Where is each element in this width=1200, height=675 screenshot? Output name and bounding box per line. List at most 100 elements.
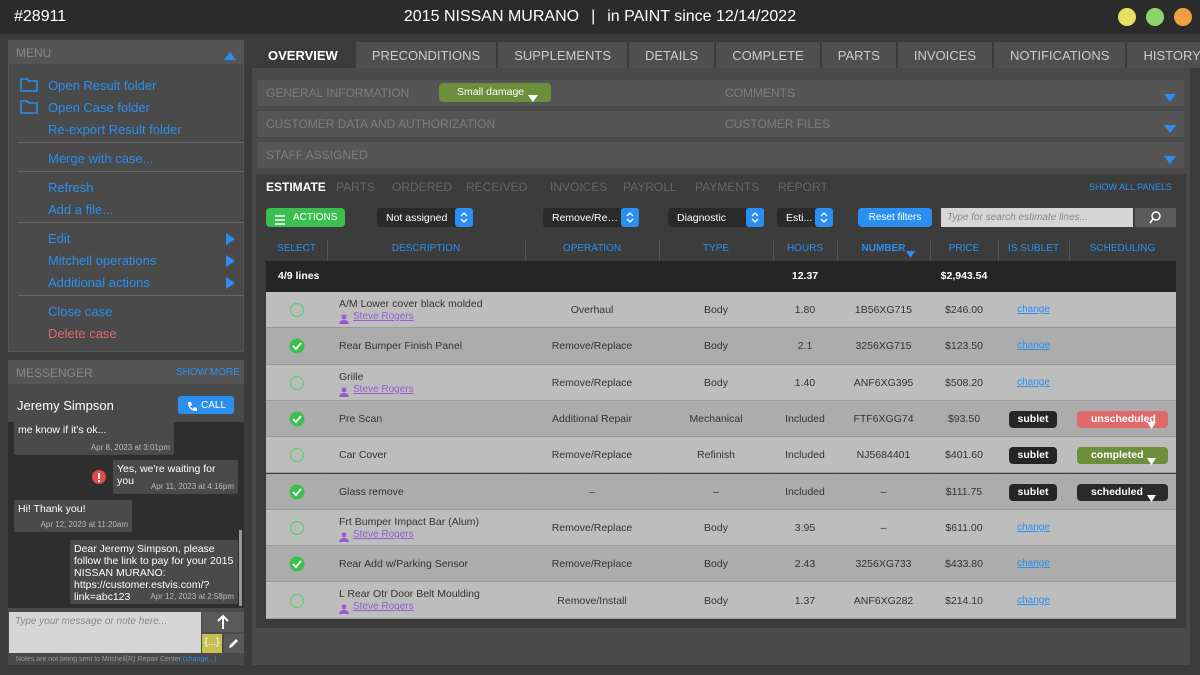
price: $123.50 [945, 340, 983, 353]
folder-icon-svg [20, 78, 38, 92]
tab[interactable]: PARTS [821, 42, 896, 68]
scheduling-badge[interactable]: scheduled [1077, 483, 1168, 501]
template-button[interactable]: {...} [202, 634, 222, 653]
tab[interactable]: NOTIFICATIONS [994, 42, 1126, 68]
price: $93.50 [947, 413, 981, 426]
type: Body [704, 558, 728, 571]
sublet-badge[interactable]: sublet [1009, 483, 1057, 501]
message-placeholder: Type your message or note here... [15, 616, 168, 627]
assigned-user[interactable]: Steve Rogers [353, 601, 414, 613]
tab[interactable]: OVERVIEW [252, 42, 354, 68]
menu-item[interactable]: Merge with case... [48, 151, 154, 166]
sublet-link[interactable]: change [1017, 558, 1050, 570]
tab[interactable]: PRECONDITIONS [355, 42, 497, 68]
select-checkbox[interactable] [289, 520, 305, 541]
assigned-user[interactable]: Steve Rogers [353, 311, 414, 322]
menu-item[interactable]: Re-export Result folder [48, 122, 182, 137]
select-checkbox[interactable] [289, 302, 305, 323]
select-checkbox[interactable] [289, 375, 305, 396]
estimate-row[interactable] [266, 328, 1176, 365]
estimate-subtab[interactable]: RECEIVED [466, 180, 528, 194]
menu-item[interactable]: Refresh [48, 180, 94, 195]
select-checkbox[interactable] [289, 593, 305, 614]
scheduling-badge[interactable]: completed [1077, 447, 1168, 465]
panel-row[interactable] [258, 111, 1184, 137]
column-header[interactable]: OPERATION [562, 243, 622, 254]
dropdown-caret-svg [1147, 494, 1156, 502]
menu-item[interactable]: Open Result folder [48, 78, 157, 93]
show-more[interactable]: SHOW MORE [176, 367, 240, 378]
column-header[interactable]: HOURS [786, 243, 824, 254]
sublet-link[interactable]: change [1017, 521, 1050, 533]
type: – [713, 485, 719, 498]
message-input[interactable]: Type your message or note here... [9, 612, 201, 653]
select-checkbox[interactable] [289, 556, 305, 577]
collapse-icon-svg [224, 52, 236, 60]
user-icon-svg [339, 604, 349, 615]
select-checkbox[interactable] [289, 338, 305, 359]
estimate-subtab[interactable]: PAYMENTS [695, 180, 760, 194]
menu-item[interactable]: Mitchell operations [48, 253, 157, 268]
sublet-link[interactable]: change [1017, 594, 1050, 606]
estimate-subtab[interactable]: INVOICES [550, 180, 608, 194]
actions-icon [275, 212, 285, 230]
column-header[interactable]: SCHEDULING [1089, 243, 1156, 254]
menu-item[interactable]: Add a file... [48, 202, 114, 217]
estimate-subtab[interactable]: PARTS [336, 180, 375, 194]
actions-button[interactable]: ACTIONS [266, 208, 345, 227]
sublet-link[interactable]: change [1017, 304, 1050, 316]
estimate-row[interactable] [266, 546, 1176, 583]
assigned-user[interactable]: Steve Rogers [353, 528, 414, 540]
select-checkbox[interactable] [289, 411, 305, 432]
window-button[interactable] [1117, 7, 1137, 32]
sublet-link[interactable]: change [1017, 376, 1050, 388]
estimate-row[interactable] [266, 509, 1176, 547]
filter-select[interactable]: Diagnostic [668, 208, 764, 227]
sublet-badge[interactable]: sublet [1009, 411, 1057, 429]
menu-item[interactable]: Additional actions [48, 275, 150, 290]
estimate-row[interactable] [266, 364, 1176, 401]
window-button[interactable] [1145, 7, 1165, 32]
tab[interactable]: HISTORY [1127, 42, 1200, 68]
filter-select[interactable]: Remove/Repl... [543, 208, 639, 227]
estimate-subtab[interactable]: ORDERED [392, 180, 453, 194]
tab[interactable]: SUPPLEMENTS [498, 42, 627, 68]
search-button[interactable] [1135, 208, 1176, 227]
column-header[interactable]: NUMBER [861, 243, 906, 254]
select-checkbox[interactable] [289, 484, 305, 505]
select-checkbox[interactable] [289, 447, 305, 468]
window-button[interactable] [1173, 7, 1193, 32]
menu-item[interactable]: Close case [48, 304, 113, 319]
tab[interactable]: DETAILS [629, 42, 715, 68]
column-header[interactable]: IS SUBLET [1007, 243, 1060, 254]
price: $611.00 [945, 521, 983, 534]
column-header[interactable]: PRICE [948, 243, 980, 254]
tab[interactable]: INVOICES [897, 42, 993, 68]
estimate-subtab[interactable]: REPORT [778, 180, 828, 194]
sublet-link[interactable]: change [1017, 340, 1050, 352]
dropdown-caret [1147, 452, 1156, 470]
column-header[interactable]: TYPE [702, 243, 730, 254]
reset-filters[interactable]: Reset filters [858, 208, 932, 227]
show-all-panels[interactable]: SHOW ALL PANELS [1089, 182, 1173, 192]
panel-row[interactable] [258, 80, 1184, 106]
filter-select[interactable]: Not assigned [377, 208, 473, 227]
menu-item[interactable]: Delete case [48, 326, 117, 341]
scheduling-badge[interactable]: unscheduled [1077, 411, 1168, 429]
assigned-user[interactable]: Steve Rogers [353, 383, 414, 395]
panel-row[interactable] [258, 142, 1184, 168]
menu-item[interactable]: Open Case folder [48, 100, 150, 115]
tab[interactable]: COMPLETE [716, 42, 820, 68]
search-input[interactable]: Type for search estimate lines... [941, 208, 1133, 227]
estimate-row[interactable] [266, 582, 1176, 619]
sublet-badge[interactable]: sublet [1009, 447, 1057, 465]
estimate-row[interactable] [266, 473, 1176, 510]
column-header[interactable]: SELECT [277, 243, 316, 254]
menu-item[interactable]: Edit [48, 231, 71, 246]
estimate-subtab[interactable]: ESTIMATE [266, 180, 326, 194]
footer-link[interactable]: (change...) [182, 656, 217, 663]
estimate-row[interactable] [266, 292, 1176, 329]
estimate-subtab[interactable]: PAYROLL [623, 180, 677, 194]
column-header[interactable]: DESCRIPTION [391, 243, 461, 254]
damage-badge[interactable]: Small damage [439, 83, 551, 102]
